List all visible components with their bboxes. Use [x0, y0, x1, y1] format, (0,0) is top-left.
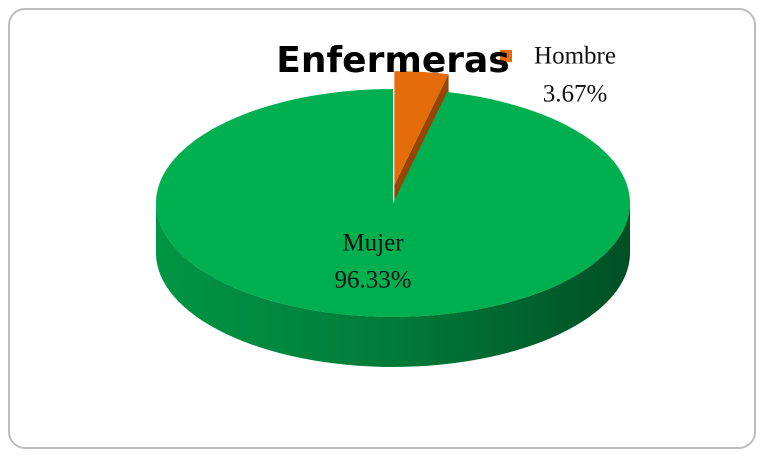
slice-value-label: 3.67%	[543, 81, 608, 108]
pie	[155, 71, 630, 367]
slice	[394, 71, 449, 186]
legend-key	[500, 50, 512, 62]
slice	[155, 89, 630, 317]
slice-value-label: 96.33%	[334, 267, 411, 294]
chart-title: Enfermeras	[276, 40, 509, 81]
slice-label: Mujer	[342, 230, 404, 257]
slice-side-shade	[156, 203, 630, 367]
slice-label: Hombre	[534, 43, 616, 70]
